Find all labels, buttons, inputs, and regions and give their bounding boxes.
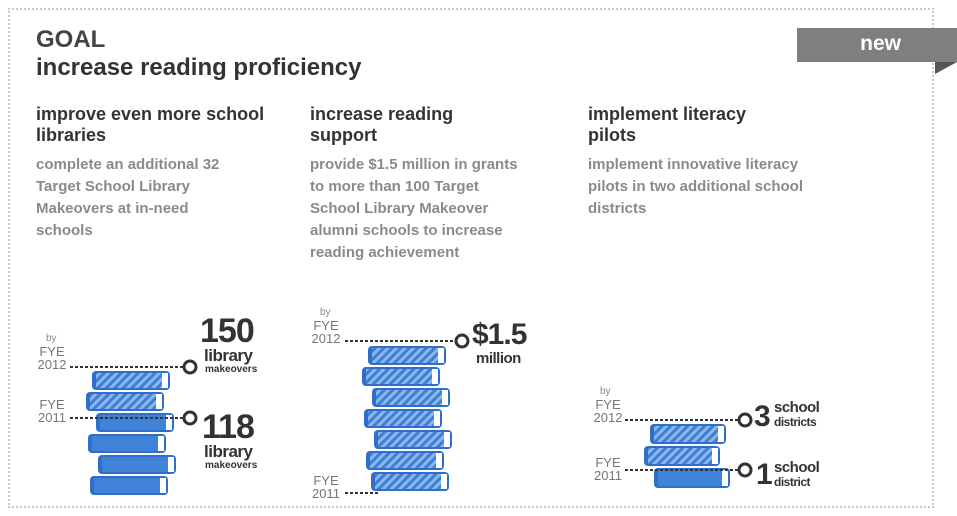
- unit: school: [774, 399, 819, 416]
- by-label: by: [46, 333, 57, 344]
- book-cover: [370, 453, 438, 468]
- book-pages: [162, 373, 168, 388]
- year: 2011: [312, 486, 340, 501]
- book-pages: [158, 436, 164, 451]
- column-heading: increase reading support: [310, 104, 510, 146]
- book-pages: [156, 394, 162, 409]
- marker-dot: [739, 464, 751, 476]
- marker-unit: library: [204, 346, 252, 366]
- badge-fold: [935, 62, 957, 74]
- book-pages: [441, 474, 447, 489]
- marker-unit: library: [204, 442, 252, 462]
- title: GOAL: [36, 26, 105, 54]
- book-cover: [94, 478, 162, 493]
- year: 2012: [38, 357, 67, 372]
- book-cover: [654, 426, 720, 442]
- book-pages: [712, 448, 718, 464]
- book-pages: [444, 432, 450, 447]
- by-label: by: [600, 386, 611, 397]
- column-body: implement innovative literacy pilots in …: [588, 154, 828, 220]
- book-cover: [102, 457, 170, 472]
- marker-value: 1: [756, 458, 772, 492]
- column-body: complete an additional 32 Target School …: [36, 154, 246, 242]
- year: 2011: [594, 468, 622, 483]
- book-pages: [432, 369, 438, 384]
- book-pages: [722, 470, 728, 486]
- marker-unit: million: [476, 350, 521, 367]
- book-pages: [718, 426, 724, 442]
- book-cover: [376, 390, 444, 405]
- subtitle: increase reading proficiency: [36, 54, 361, 82]
- book-cover: [372, 348, 440, 363]
- book-pages: [160, 478, 166, 493]
- infographic: new GOAL increase reading proficiency im…: [0, 0, 957, 516]
- book-pages: [442, 390, 448, 405]
- marker-subunit: makeovers: [205, 460, 257, 471]
- book-pages: [436, 453, 442, 468]
- column-heading: improve even more school libraries: [36, 104, 266, 146]
- by-label: by: [320, 307, 331, 318]
- book-cover: [96, 373, 164, 388]
- subunit: district: [774, 475, 810, 489]
- marker-dot: [184, 361, 196, 373]
- book-cover: [648, 448, 714, 464]
- book-cover: [658, 470, 724, 486]
- year: 2012: [594, 410, 623, 425]
- marker-value: 3: [754, 400, 770, 434]
- marker-subunit: makeovers: [205, 364, 257, 375]
- book-cover: [378, 432, 446, 447]
- book-pages: [168, 457, 174, 472]
- marker-dot: [184, 412, 196, 424]
- book-pages: [434, 411, 440, 426]
- book-cover: [90, 394, 158, 409]
- marker-value: $1.5: [472, 318, 526, 352]
- book-cover: [92, 436, 160, 451]
- unit: school: [774, 459, 819, 476]
- book-cover: [366, 369, 434, 384]
- year: 2012: [312, 331, 341, 346]
- badge: new: [797, 28, 957, 62]
- marker-dot: [456, 335, 468, 347]
- year: 2011: [38, 410, 66, 425]
- subunit: districts: [774, 415, 816, 429]
- column-heading: implement literacy pilots: [588, 104, 778, 146]
- book-cover: [368, 411, 436, 426]
- column-body: provide $1.5 million in grants to more t…: [310, 154, 530, 264]
- book-cover: [375, 474, 443, 489]
- marker-dot: [739, 414, 751, 426]
- book-pages: [438, 348, 444, 363]
